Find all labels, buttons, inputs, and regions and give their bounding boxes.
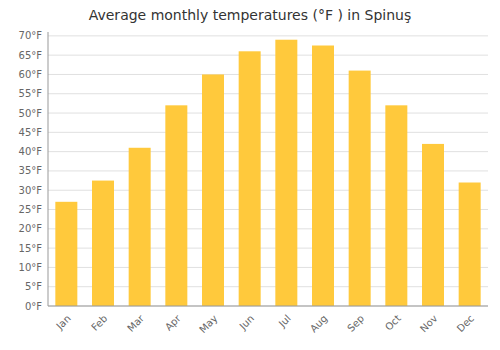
grid-line (48, 55, 488, 56)
x-tick-label: Dec (455, 313, 476, 334)
y-tick-label: 45°F (19, 127, 43, 138)
title: Average monthly temperatures (°F ) in Sp… (89, 7, 412, 23)
y-tick-label: 15°F (19, 243, 43, 254)
y-tick-label: 60°F (19, 69, 43, 80)
grid-line (48, 306, 488, 307)
bar (202, 74, 224, 306)
bar (275, 40, 297, 306)
y-tick-label: 35°F (19, 165, 43, 176)
grid-line (48, 113, 488, 114)
x-tick-label: Apr (163, 312, 184, 333)
bar (92, 181, 114, 306)
y-tick-label: 0°F (25, 301, 42, 312)
x-tick-label: Nov (418, 313, 440, 335)
x-tick-label: Jan (53, 313, 72, 332)
y-axis-line (48, 32, 49, 306)
y-tick-label: 5°F (25, 281, 42, 292)
bar (129, 148, 151, 306)
bar (239, 51, 261, 306)
y-tick-label: 20°F (19, 223, 43, 234)
x-axis-line (48, 306, 488, 307)
y-tick-label: 55°F (19, 88, 43, 99)
grid-line (48, 93, 488, 94)
x-tick-label: Oct (383, 313, 403, 333)
chart: Average monthly temperatures (°F ) in Sp… (0, 0, 500, 350)
y-tick-label: 25°F (19, 204, 43, 215)
grid-line (48, 132, 488, 133)
bar (459, 183, 481, 306)
x-tick-label: Feb (89, 313, 109, 333)
grid (48, 36, 488, 306)
bars (55, 40, 480, 306)
y-tick-label: 40°F (19, 146, 43, 157)
grid-line (48, 74, 488, 75)
x-tick-label: Jun (237, 313, 257, 333)
x-tick-label: Aug (308, 313, 330, 335)
bar (165, 105, 187, 306)
bar (55, 202, 77, 306)
x-tick-label: May (197, 313, 219, 335)
bar (349, 71, 371, 306)
y-tick-label: 50°F (19, 108, 43, 119)
y-tick-label: 10°F (19, 262, 43, 273)
grid-line (48, 35, 488, 36)
bar (422, 144, 444, 306)
bar (385, 105, 407, 306)
x-tick-label: Sep (345, 313, 366, 334)
x-tick-label: Jul (276, 313, 293, 330)
x-tick-label: Mar (125, 312, 147, 334)
y-tick-label: 70°F (19, 30, 43, 41)
y-tick-label: 30°F (19, 185, 43, 196)
y-tick-label: 65°F (19, 50, 43, 61)
bar (312, 46, 334, 306)
